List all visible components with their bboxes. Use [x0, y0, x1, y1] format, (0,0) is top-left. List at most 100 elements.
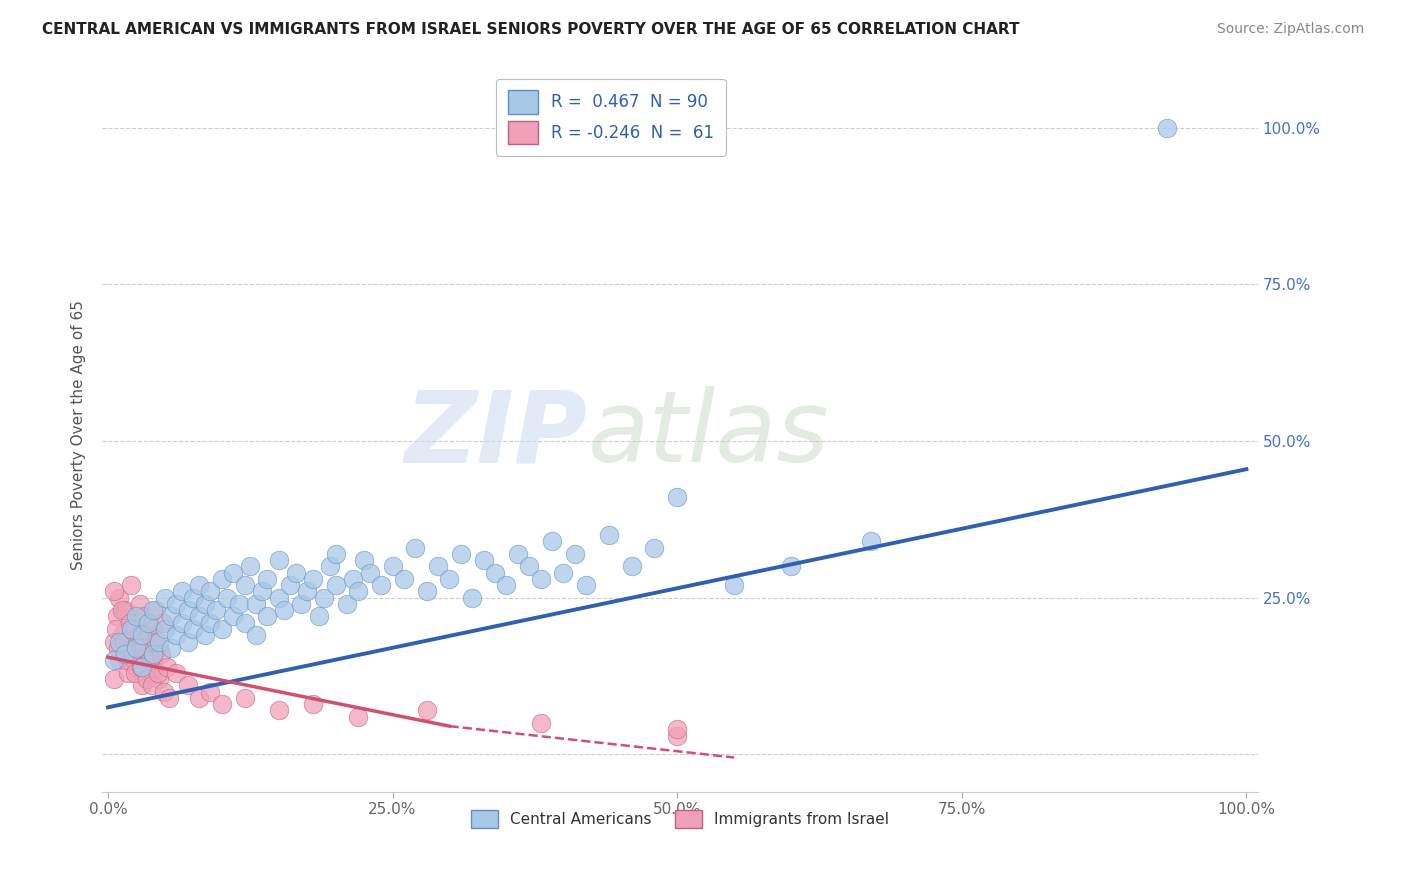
- Point: [142, 647, 165, 661]
- Point: [141, 678, 163, 692]
- Point: [188, 609, 211, 624]
- Point: [150, 647, 173, 661]
- Point: [131, 634, 153, 648]
- Point: [181, 591, 204, 605]
- Point: [1156, 120, 1178, 135]
- Point: [200, 684, 222, 698]
- Point: [245, 597, 267, 611]
- Point: [233, 578, 256, 592]
- Point: [450, 547, 472, 561]
- Point: [336, 597, 359, 611]
- Point: [278, 578, 301, 592]
- Point: [170, 615, 193, 630]
- Y-axis label: Seniors Poverty Over the Age of 65: Seniors Poverty Over the Age of 65: [72, 300, 86, 570]
- Point: [200, 584, 222, 599]
- Point: [273, 603, 295, 617]
- Text: atlas: atlas: [588, 386, 830, 483]
- Point: [461, 591, 484, 605]
- Point: [564, 547, 586, 561]
- Point: [188, 690, 211, 705]
- Point: [256, 572, 278, 586]
- Point: [125, 609, 148, 624]
- Point: [205, 603, 228, 617]
- Point: [643, 541, 665, 555]
- Text: ZIP: ZIP: [405, 386, 588, 483]
- Point: [342, 572, 364, 586]
- Point: [114, 647, 136, 661]
- Point: [136, 628, 159, 642]
- Legend: Central Americans, Immigrants from Israel: Central Americans, Immigrants from Israe…: [464, 804, 896, 834]
- Point: [723, 578, 745, 592]
- Point: [239, 559, 262, 574]
- Point: [141, 665, 163, 680]
- Point: [159, 640, 181, 655]
- Point: [120, 578, 142, 592]
- Point: [165, 665, 187, 680]
- Point: [308, 609, 330, 624]
- Point: [319, 559, 342, 574]
- Point: [134, 609, 156, 624]
- Point: [153, 622, 176, 636]
- Point: [114, 603, 136, 617]
- Point: [188, 578, 211, 592]
- Point: [170, 584, 193, 599]
- Point: [165, 628, 187, 642]
- Point: [120, 622, 142, 636]
- Point: [122, 647, 145, 661]
- Point: [176, 634, 198, 648]
- Point: [666, 491, 689, 505]
- Point: [325, 578, 347, 592]
- Point: [128, 597, 150, 611]
- Point: [142, 622, 165, 636]
- Point: [302, 697, 325, 711]
- Point: [104, 622, 127, 636]
- Point: [211, 622, 233, 636]
- Point: [139, 653, 162, 667]
- Point: [120, 622, 142, 636]
- Point: [381, 559, 404, 574]
- Point: [211, 572, 233, 586]
- Point: [134, 640, 156, 655]
- Point: [108, 634, 131, 648]
- Point: [118, 615, 141, 630]
- Point: [125, 659, 148, 673]
- Point: [347, 584, 370, 599]
- Point: [103, 672, 125, 686]
- Point: [529, 572, 551, 586]
- Point: [107, 640, 129, 655]
- Point: [666, 723, 689, 737]
- Point: [152, 684, 174, 698]
- Point: [256, 609, 278, 624]
- Point: [217, 591, 239, 605]
- Point: [541, 534, 564, 549]
- Point: [131, 678, 153, 692]
- Point: [370, 578, 392, 592]
- Point: [142, 653, 165, 667]
- Point: [128, 628, 150, 642]
- Point: [131, 659, 153, 673]
- Point: [250, 584, 273, 599]
- Point: [222, 566, 245, 580]
- Point: [245, 628, 267, 642]
- Point: [194, 597, 217, 611]
- Point: [295, 584, 318, 599]
- Point: [103, 584, 125, 599]
- Point: [148, 672, 170, 686]
- Point: [146, 665, 169, 680]
- Point: [105, 609, 128, 624]
- Point: [142, 603, 165, 617]
- Point: [117, 653, 139, 667]
- Point: [152, 615, 174, 630]
- Point: [284, 566, 307, 580]
- Point: [211, 697, 233, 711]
- Point: [415, 584, 437, 599]
- Point: [359, 566, 381, 580]
- Point: [110, 628, 132, 642]
- Point: [176, 678, 198, 692]
- Point: [267, 704, 290, 718]
- Point: [114, 647, 136, 661]
- Point: [136, 647, 159, 661]
- Point: [233, 690, 256, 705]
- Point: [484, 566, 506, 580]
- Point: [228, 597, 250, 611]
